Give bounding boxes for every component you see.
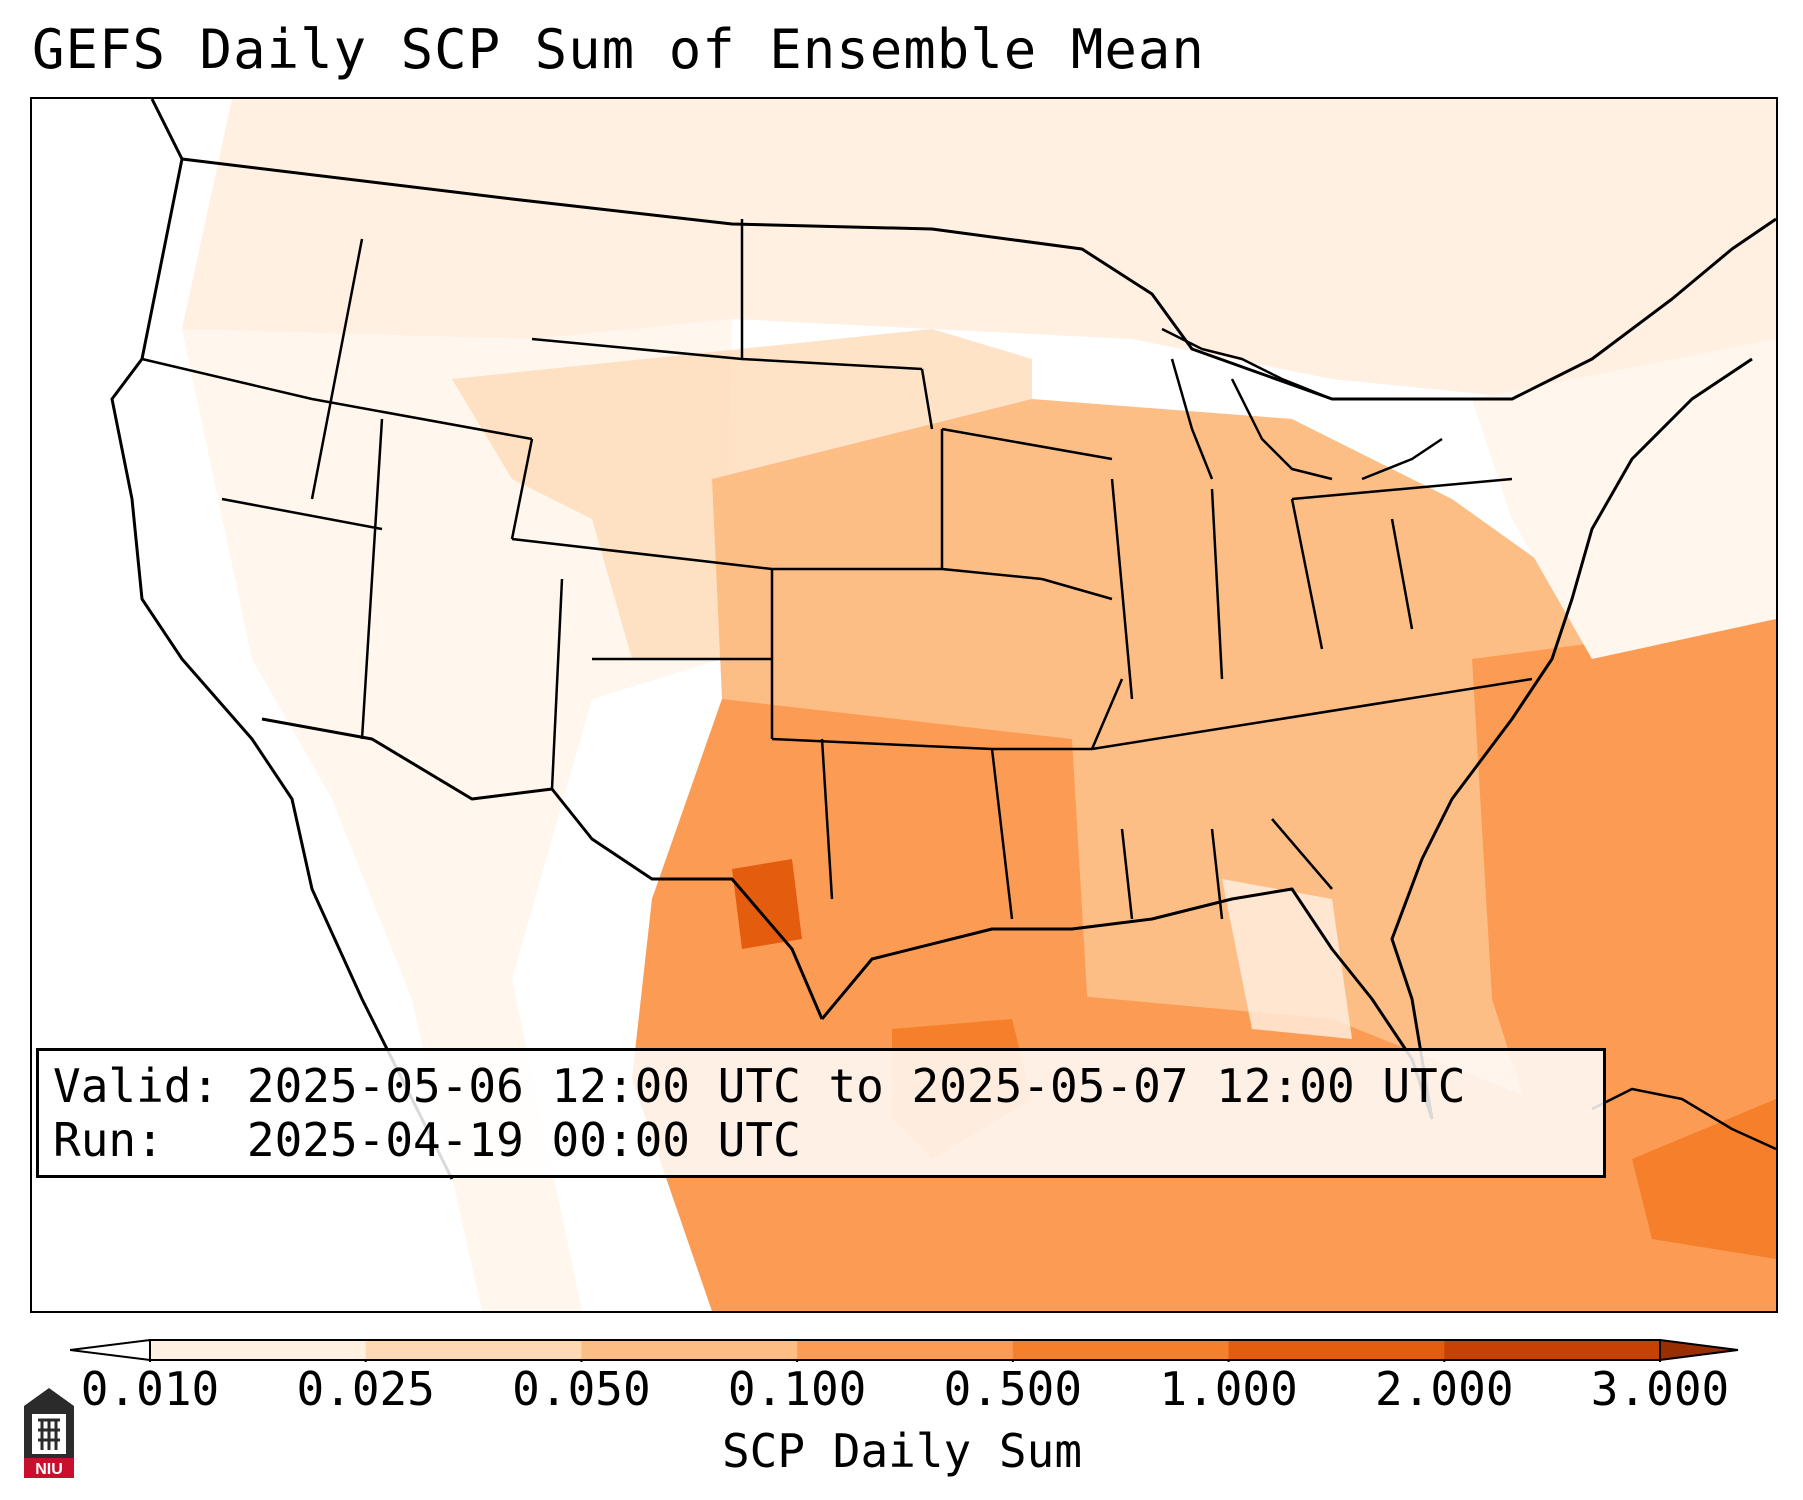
niu-logo-icon: NIU <box>24 1388 74 1478</box>
colorbar-cell <box>1444 1340 1661 1360</box>
colorbar-cell <box>365 1340 582 1360</box>
map-borders <box>110 99 1776 1180</box>
colorbar-cell <box>581 1340 798 1360</box>
colorbar-cell <box>797 1340 1014 1360</box>
valid-value: 2025-05-06 12:00 UTC to 2025-05-07 12:00… <box>246 1059 1466 1113</box>
colorbar-tick-label: 0.050 <box>512 1362 651 1416</box>
colorbar-cell <box>150 1340 367 1360</box>
colorbar-label: SCP Daily Sum <box>721 1424 1083 1478</box>
colorbar-ticks <box>149 1360 1661 1362</box>
scp-region-low-southeast <box>1222 879 1352 1039</box>
colorbar-cell <box>1012 1340 1230 1360</box>
svg-text:NIU: NIU <box>35 1461 63 1478</box>
scp-region-low-west <box>182 319 732 1311</box>
cuba-coast <box>1591 1087 1776 1151</box>
colorbar-tick-label: 0.500 <box>943 1362 1083 1416</box>
great-lakes <box>1161 327 1443 481</box>
colorbar-tick-label: 2.000 <box>1375 1362 1514 1416</box>
valid-run-box: Valid: 2025-05-06 12:00 UTC to 2025-05-0… <box>36 1048 1606 1178</box>
colorbar-cell <box>1228 1340 1445 1360</box>
valid-label: Valid: <box>53 1059 220 1113</box>
gulf-coast <box>820 887 1434 1120</box>
colorbar-tick-label: 0.025 <box>296 1362 435 1416</box>
run-value: 2025-04-19 00:00 UTC <box>246 1113 801 1167</box>
scp-region-low-north <box>182 99 1776 439</box>
state-lines <box>141 219 1533 920</box>
mexico-border <box>261 717 824 1020</box>
canada-border <box>150 99 1776 401</box>
scp-region-max-texas <box>732 859 802 949</box>
colorbar <box>70 1338 1739 1362</box>
west-coast <box>110 158 454 1180</box>
map-title: GEFS Daily SCP Sum of Ensemble Mean <box>32 18 1205 81</box>
run-label: Run: <box>53 1113 164 1167</box>
atlantic-coast <box>1390 357 1753 1120</box>
colorbar-tick-label: 3.000 <box>1590 1362 1730 1416</box>
scp-region-low-northeast <box>1472 339 1776 659</box>
scp-region-high-caribbean <box>1632 1099 1776 1259</box>
colorbar-under-arrow <box>70 1338 151 1362</box>
colorbar-frame <box>149 1339 1661 1361</box>
colorbar-tick-label: 0.010 <box>80 1362 220 1416</box>
colorbar-over-arrow <box>1659 1338 1739 1362</box>
colorbar-tick-label: 1.000 <box>1159 1362 1298 1416</box>
colorbar-cells <box>70 1338 1739 1362</box>
colorbar-tick-label: 0.100 <box>727 1362 867 1416</box>
